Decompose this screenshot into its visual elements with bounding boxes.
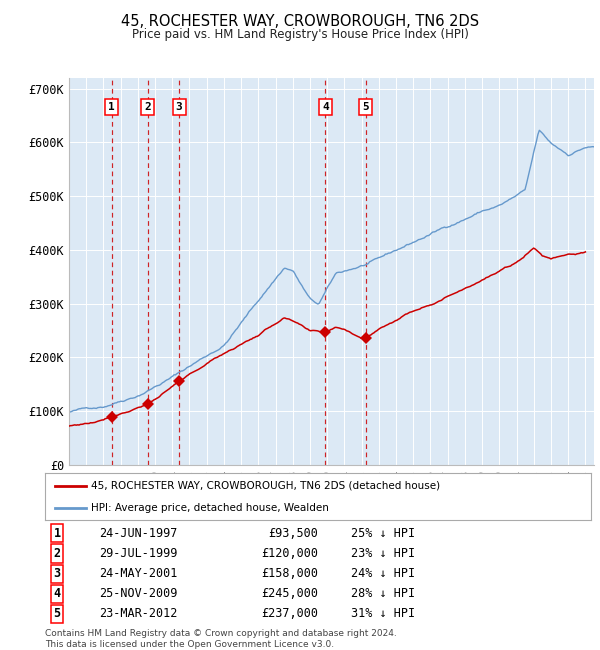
Text: 3: 3 xyxy=(53,567,61,580)
Text: 1: 1 xyxy=(53,526,61,539)
Text: 28% ↓ HPI: 28% ↓ HPI xyxy=(351,588,415,601)
Text: 29-JUL-1999: 29-JUL-1999 xyxy=(100,547,178,560)
Text: 24-MAY-2001: 24-MAY-2001 xyxy=(100,567,178,580)
Text: Contains HM Land Registry data © Crown copyright and database right 2024.: Contains HM Land Registry data © Crown c… xyxy=(45,629,397,638)
Text: 2: 2 xyxy=(145,102,151,112)
Text: 45, ROCHESTER WAY, CROWBOROUGH, TN6 2DS (detached house): 45, ROCHESTER WAY, CROWBOROUGH, TN6 2DS … xyxy=(91,481,440,491)
Text: 4: 4 xyxy=(322,102,329,112)
Text: 45, ROCHESTER WAY, CROWBOROUGH, TN6 2DS: 45, ROCHESTER WAY, CROWBOROUGH, TN6 2DS xyxy=(121,14,479,29)
Text: 25% ↓ HPI: 25% ↓ HPI xyxy=(351,526,415,539)
Text: 5: 5 xyxy=(362,102,369,112)
Text: £237,000: £237,000 xyxy=(261,607,318,620)
Text: 23% ↓ HPI: 23% ↓ HPI xyxy=(351,547,415,560)
Text: £158,000: £158,000 xyxy=(261,567,318,580)
Text: 3: 3 xyxy=(176,102,182,112)
Text: 1: 1 xyxy=(109,102,115,112)
Text: Price paid vs. HM Land Registry's House Price Index (HPI): Price paid vs. HM Land Registry's House … xyxy=(131,28,469,41)
Text: 24-JUN-1997: 24-JUN-1997 xyxy=(100,526,178,539)
Text: £93,500: £93,500 xyxy=(268,526,318,539)
Text: 25-NOV-2009: 25-NOV-2009 xyxy=(100,588,178,601)
Text: 5: 5 xyxy=(53,607,61,620)
Text: 23-MAR-2012: 23-MAR-2012 xyxy=(100,607,178,620)
Text: 2: 2 xyxy=(53,547,61,560)
Text: 31% ↓ HPI: 31% ↓ HPI xyxy=(351,607,415,620)
Text: £245,000: £245,000 xyxy=(261,588,318,601)
Text: £120,000: £120,000 xyxy=(261,547,318,560)
Text: 4: 4 xyxy=(53,588,61,601)
Text: 24% ↓ HPI: 24% ↓ HPI xyxy=(351,567,415,580)
Text: HPI: Average price, detached house, Wealden: HPI: Average price, detached house, Weal… xyxy=(91,503,329,514)
Text: This data is licensed under the Open Government Licence v3.0.: This data is licensed under the Open Gov… xyxy=(45,640,334,649)
